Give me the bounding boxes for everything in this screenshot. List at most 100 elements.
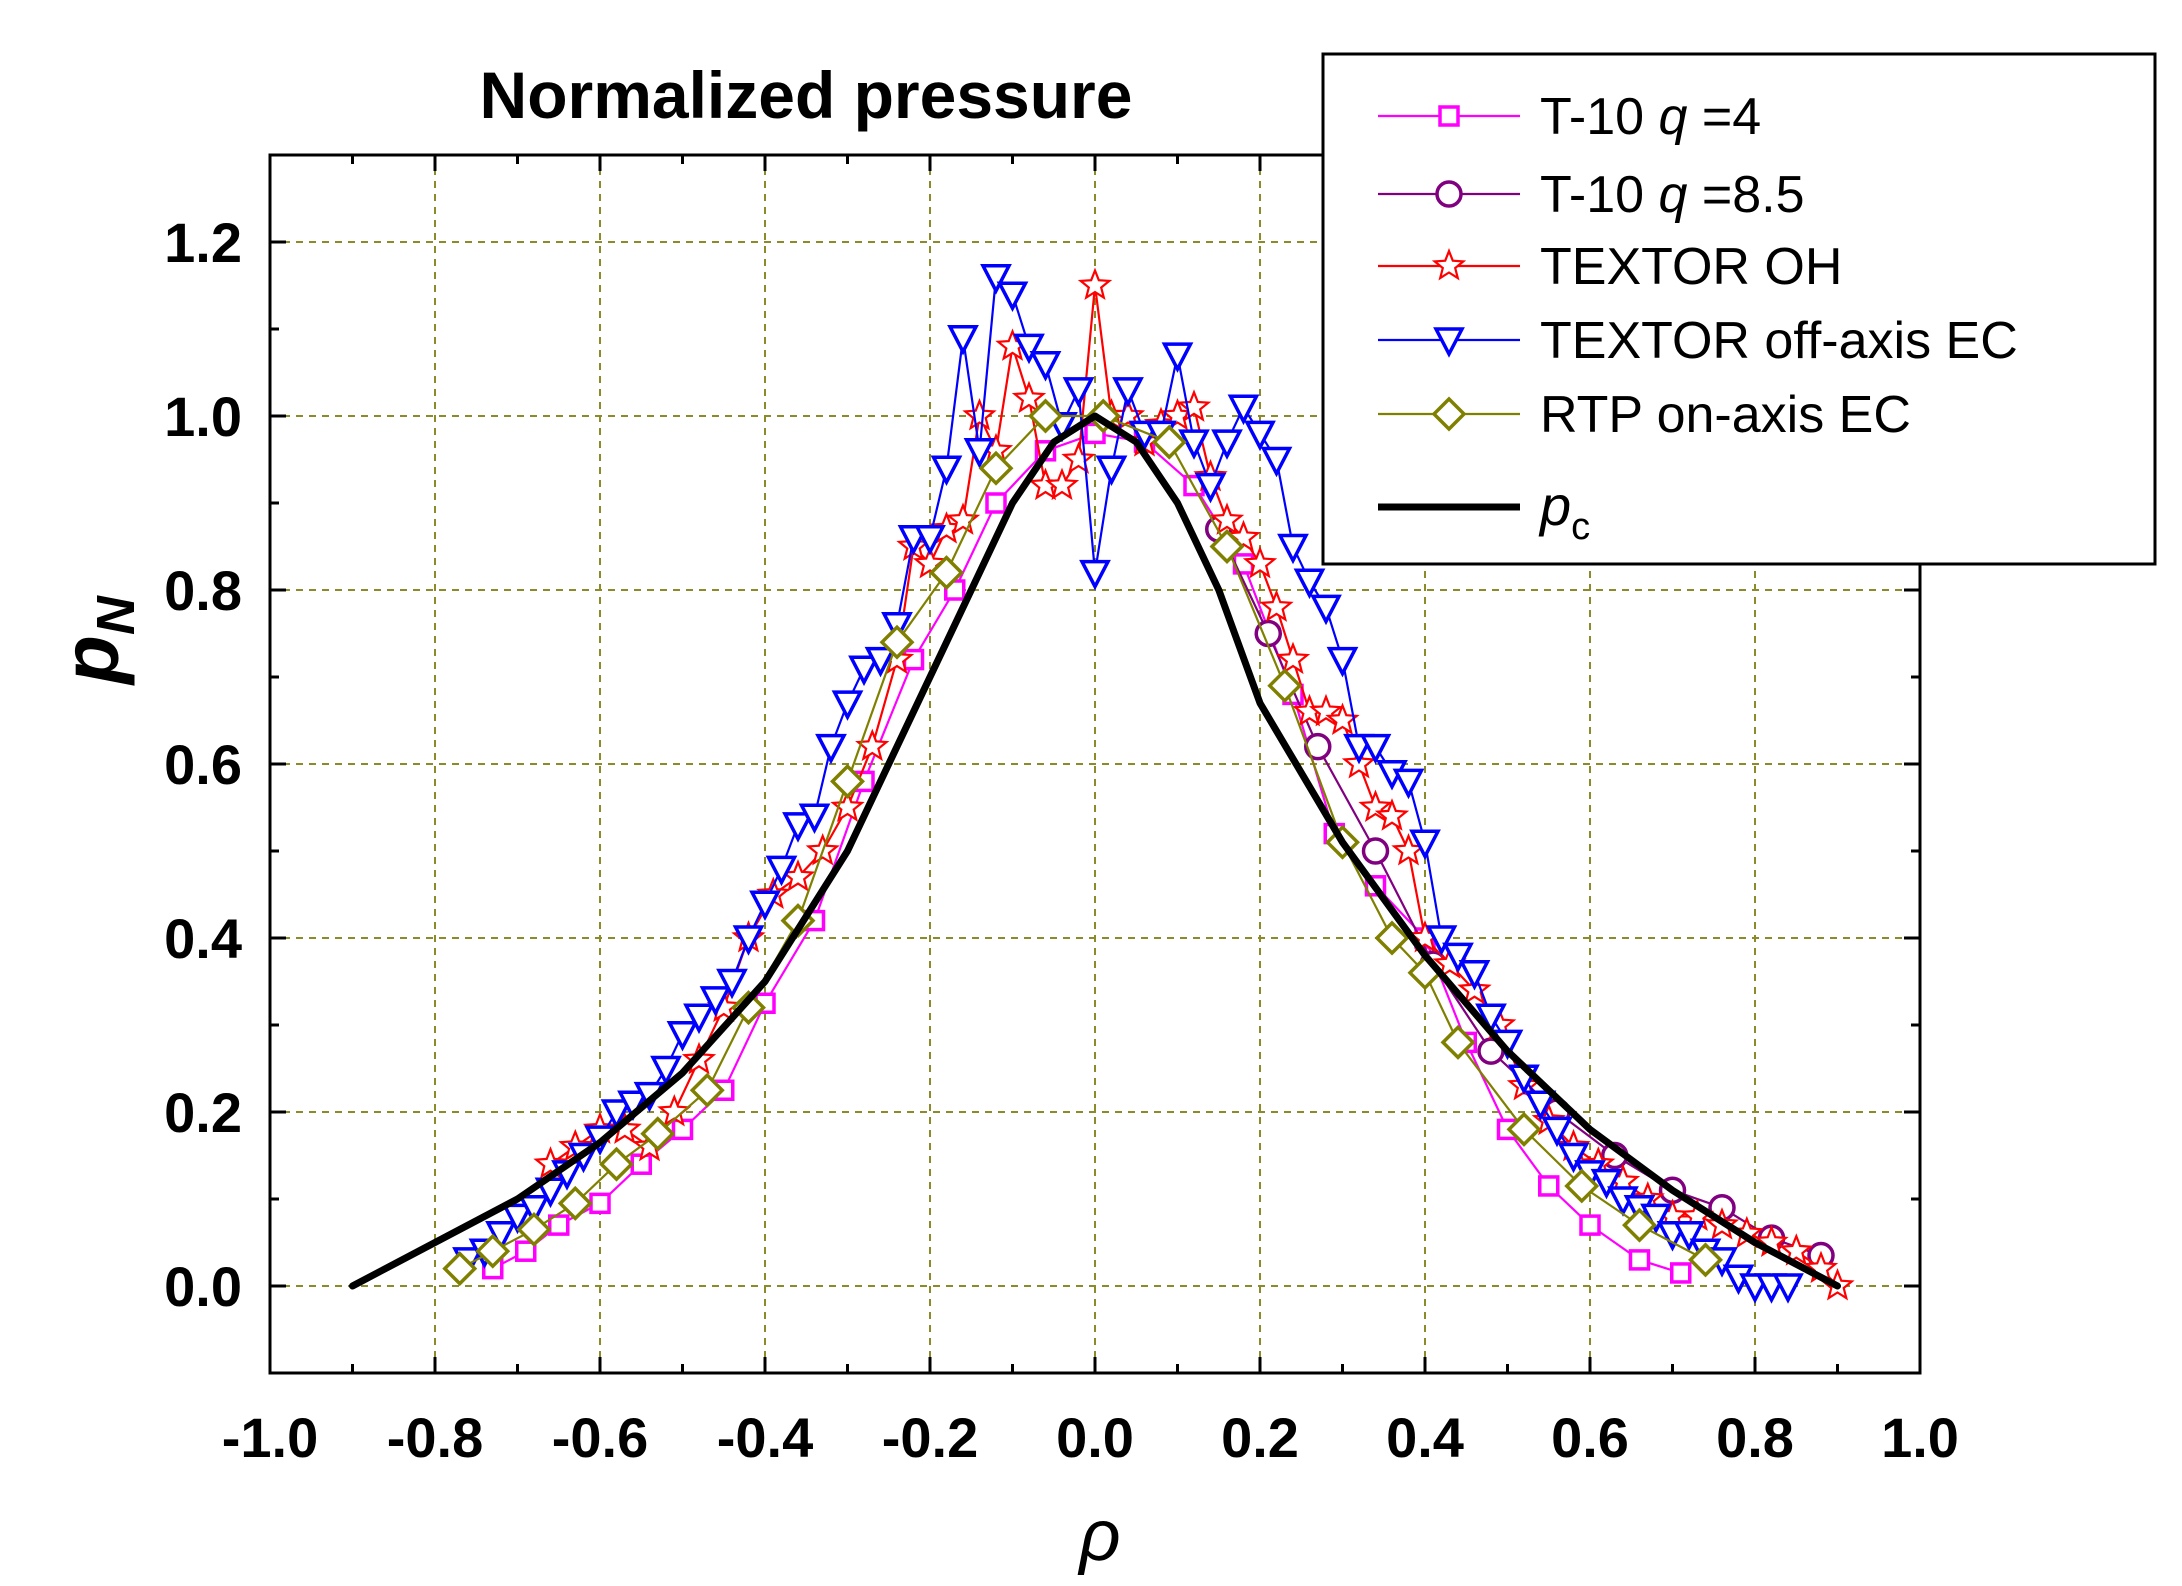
data-point	[516, 1211, 552, 1247]
data-point	[1079, 559, 1111, 591]
data-point	[1688, 1242, 1723, 1278]
data-point	[1779, 1233, 1814, 1266]
x-tick-label: -0.2	[882, 1406, 979, 1469]
legend-label: TEXTOR OH	[1540, 238, 1842, 296]
x-tick-label: -0.6	[552, 1406, 649, 1469]
data-point	[1579, 1214, 1601, 1236]
data-point	[1628, 1249, 1651, 1271]
data-point	[1161, 342, 1194, 373]
data-point	[749, 890, 781, 921]
data-point	[1277, 533, 1309, 565]
data-point	[1176, 389, 1212, 422]
data-point	[557, 1185, 593, 1221]
data-point	[1194, 472, 1227, 504]
data-point	[1506, 1111, 1542, 1147]
data-point	[879, 624, 915, 660]
data-point	[1326, 646, 1359, 678]
legend-box	[1321, 52, 2157, 566]
data-point	[1359, 733, 1392, 765]
legend-label: T-10 q =8.5	[1540, 166, 1805, 224]
data-point	[985, 492, 1007, 514]
x-tick-label: -1.0	[222, 1406, 319, 1469]
data-point	[515, 1240, 537, 1262]
legend-swatch-marker	[1431, 396, 1467, 432]
data-point	[1440, 1024, 1476, 1060]
legend-label: T-10 q =4	[1540, 88, 1761, 146]
data-point	[1458, 960, 1491, 991]
data-point	[1242, 545, 1278, 579]
data-point	[485, 1221, 517, 1252]
data-point	[501, 1203, 534, 1235]
data-point	[1374, 920, 1410, 956]
data-point	[1259, 589, 1294, 622]
data-point	[1374, 798, 1410, 831]
y-tick-label: 1.2	[164, 211, 242, 274]
legend-swatch-marker	[1435, 180, 1463, 208]
legend-swatch-marker	[1433, 327, 1465, 358]
data-point	[1110, 397, 1146, 431]
data-point	[1209, 529, 1245, 564]
y-axis-label-sub: N	[86, 595, 146, 635]
legend-label: TEXTOR off-axis EC	[1540, 312, 2018, 370]
data-point	[1564, 1168, 1600, 1204]
legend-label: RTP on-axis EC	[1540, 386, 1911, 444]
data-point	[518, 1194, 550, 1226]
data-point	[1361, 837, 1390, 865]
x-tick-label: 0.8	[1716, 1406, 1794, 1469]
data-point	[589, 1192, 611, 1215]
data-point	[1226, 519, 1261, 553]
data-point	[947, 324, 979, 356]
series-3	[452, 264, 1804, 1304]
legend-item: TEXTOR OH	[1378, 238, 1842, 296]
x-tick-label: -0.8	[387, 1406, 484, 1469]
data-point	[1670, 1262, 1692, 1284]
data-point	[815, 733, 847, 765]
data-point	[1244, 420, 1276, 452]
x-tick-label: 1.0	[1881, 1406, 1959, 1469]
data-point	[798, 803, 831, 834]
data-point	[689, 1072, 725, 1108]
data-point	[699, 986, 732, 1017]
data-point	[830, 789, 865, 823]
data-point	[533, 1146, 568, 1179]
x-tick-label: 0.4	[1386, 1406, 1464, 1469]
data-point	[1267, 668, 1303, 704]
data-point	[1211, 429, 1243, 460]
data-point	[600, 1099, 633, 1130]
data-point	[830, 763, 865, 799]
data-point	[1061, 441, 1096, 475]
data-point	[1304, 732, 1332, 761]
tick-labels: -1.0 -0.8 -0.6 -0.4 -0.2 0.0 0.2 0.4 0.6 0.8 1.0 0.…	[164, 211, 1959, 1469]
legend: T-10 q =4 T-10 q =8.5 TEXTOR OH TEXTOR off-…	[1321, 52, 2157, 566]
data-point	[442, 1251, 478, 1287]
data-point	[716, 968, 748, 1000]
data-point	[1409, 829, 1441, 861]
data-point	[1622, 1207, 1657, 1243]
data-point	[683, 1003, 715, 1035]
data-point	[1062, 377, 1095, 408]
series-group	[349, 264, 1855, 1304]
data-point	[666, 1020, 699, 1052]
data-point	[1673, 1221, 1705, 1252]
data-point	[1538, 1175, 1560, 1197]
legend-item: RTP on-axis EC	[1378, 386, 1911, 444]
legend-item: T-10 q =4	[1378, 88, 1761, 146]
data-point	[978, 450, 1014, 486]
legend-swatch-marker	[1438, 105, 1460, 127]
series-line	[349, 412, 1841, 1290]
data-point	[1077, 267, 1113, 301]
data-point	[599, 1146, 634, 1182]
data-point	[1112, 377, 1144, 408]
data-point	[1095, 455, 1128, 486]
data-point	[980, 264, 1012, 295]
x-axis-label: ρ	[1077, 1496, 1120, 1576]
data-point	[1227, 394, 1260, 426]
data-point	[848, 655, 880, 687]
data-point	[1011, 380, 1047, 414]
data-point	[1392, 768, 1425, 800]
data-point	[1590, 1168, 1623, 1200]
legend-label: pc	[1538, 474, 1590, 548]
data-point	[864, 646, 897, 678]
data-point	[731, 990, 766, 1026]
